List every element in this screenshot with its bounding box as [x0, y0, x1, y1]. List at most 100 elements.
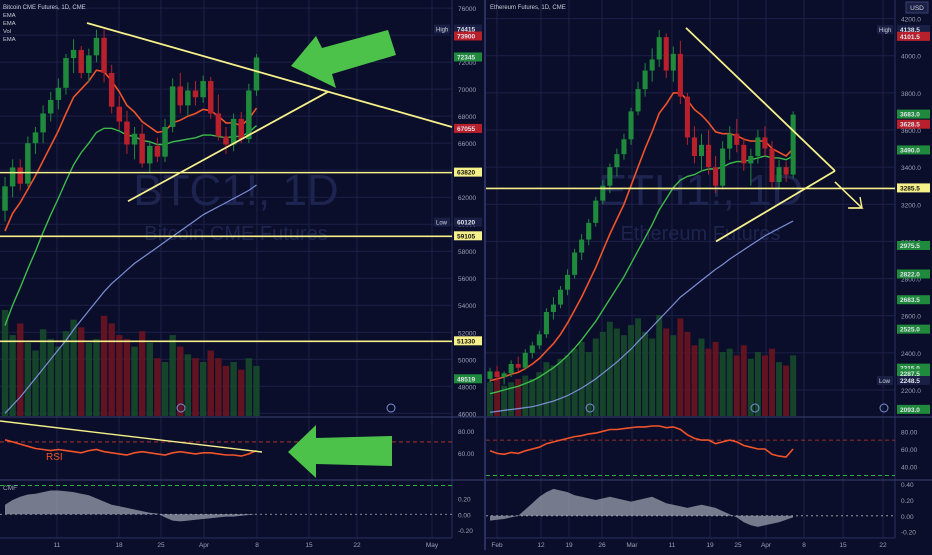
candle-body — [649, 59, 655, 71]
volume-bar — [557, 358, 564, 416]
breakout-arrow-shaft — [834, 181, 863, 209]
y-tick-label: 56000 — [458, 276, 476, 283]
volume-bar — [39, 329, 47, 416]
tag-bg — [454, 231, 482, 241]
rsi-trendline — [0, 420, 263, 453]
candle-body — [557, 289, 564, 305]
candle-body — [47, 99, 54, 114]
volume-bar — [161, 362, 169, 416]
volume-bar — [698, 338, 705, 416]
tag-bg — [897, 183, 930, 193]
ema-slow-line — [489, 220, 794, 413]
candle-body — [713, 167, 719, 186]
y-tick-label: 70000 — [458, 87, 476, 94]
volume-bar — [1, 310, 9, 416]
volume-bar — [215, 358, 222, 416]
descending-trendline — [86, 22, 453, 128]
price-tag: 4101.5 — [900, 34, 920, 41]
y-tick-label: 50000 — [458, 357, 476, 364]
volume-bars — [487, 315, 797, 416]
y-tick-label: 4000.0 — [901, 54, 921, 61]
volume-bar — [199, 362, 207, 416]
candle-body — [755, 137, 761, 156]
candle-body — [769, 148, 775, 182]
currency-label: USD — [910, 5, 924, 12]
y-tick-label: 3400.0 — [901, 165, 921, 172]
candle-body — [579, 239, 585, 253]
volume-bar — [508, 382, 515, 416]
candle-body — [9, 167, 16, 187]
y-tick-label: 58000 — [458, 249, 476, 256]
candle-body — [663, 37, 669, 71]
price-tag: 3628.5 — [900, 122, 920, 129]
volume-bar — [146, 342, 153, 416]
tag-caption-bg — [434, 24, 450, 34]
tag-bg — [897, 24, 930, 34]
x-tick-label: 18 — [115, 542, 123, 549]
candle-body — [25, 143, 31, 184]
price-tag: 2822.0 — [900, 271, 920, 278]
volume-bar — [606, 321, 613, 416]
candle-body — [246, 90, 252, 140]
cmf-tick-label: -0.20 — [458, 528, 473, 535]
volume-bar — [522, 375, 529, 416]
candle-body — [223, 136, 229, 145]
volume-bar — [754, 352, 761, 416]
candle-body — [550, 304, 556, 312]
y-tick-label: 2400.0 — [901, 351, 921, 358]
y-tick-label: 72000 — [458, 60, 476, 67]
tag-bg — [897, 31, 930, 41]
price-tag: 72345 — [457, 54, 475, 61]
x-tick-label: 8 — [255, 542, 259, 549]
candle-body — [124, 121, 130, 145]
y-tick-label: 2600.0 — [901, 314, 921, 321]
x-tick-label: 25 — [734, 542, 742, 549]
candle-body — [86, 55, 92, 73]
tag-caption: High — [879, 28, 891, 34]
y-tick-label: 2200.0 — [901, 388, 921, 395]
event-icon — [386, 403, 396, 413]
volume-bar — [536, 372, 543, 416]
rsi-tick-label: 80.00 — [458, 429, 475, 436]
candle-body — [698, 144, 705, 156]
volume-bar — [70, 319, 77, 416]
volume-bar — [726, 348, 733, 416]
candle-body — [147, 145, 153, 164]
candle-body — [572, 252, 578, 275]
tag-bg — [897, 109, 930, 119]
y-tick-label: 2800.0 — [901, 277, 921, 284]
candle-body — [515, 364, 521, 368]
candle-body — [131, 133, 138, 145]
candle-body — [635, 89, 641, 112]
y-tick-label: 3200.0 — [901, 202, 921, 209]
cmf-label: CMF — [3, 485, 17, 492]
candle-body — [706, 144, 712, 168]
candle-body — [207, 81, 214, 114]
volume-bar — [169, 335, 176, 416]
volume-bar — [93, 338, 100, 416]
volume-bar — [32, 350, 39, 416]
candle-body — [108, 72, 115, 107]
price-tag: 51330 — [457, 338, 475, 345]
watermark-name: Bitcoin CME Futures — [144, 223, 327, 245]
y-tick-label: 3600.0 — [901, 128, 921, 135]
volume-bar — [253, 365, 260, 416]
candle-body — [614, 154, 620, 168]
volume-bar — [642, 331, 649, 416]
volume-bar — [100, 315, 108, 416]
ema-fast-line — [4, 69, 258, 232]
volume-bar — [17, 323, 24, 416]
volume-bar — [761, 355, 768, 416]
candle-body — [185, 90, 191, 106]
tag-caption: Low — [436, 221, 448, 227]
watermark-symbol: ETH1!, 1D — [598, 166, 803, 215]
volume-bar — [230, 362, 237, 416]
tag-bg — [897, 375, 930, 385]
volume-bar — [207, 350, 214, 416]
price-tag: 2287.5 — [900, 371, 920, 378]
ema-slow-line — [4, 184, 257, 414]
candle-body — [565, 274, 571, 290]
watermark-symbol: BTC1!, 1D — [133, 166, 338, 215]
candle-body — [162, 126, 168, 157]
